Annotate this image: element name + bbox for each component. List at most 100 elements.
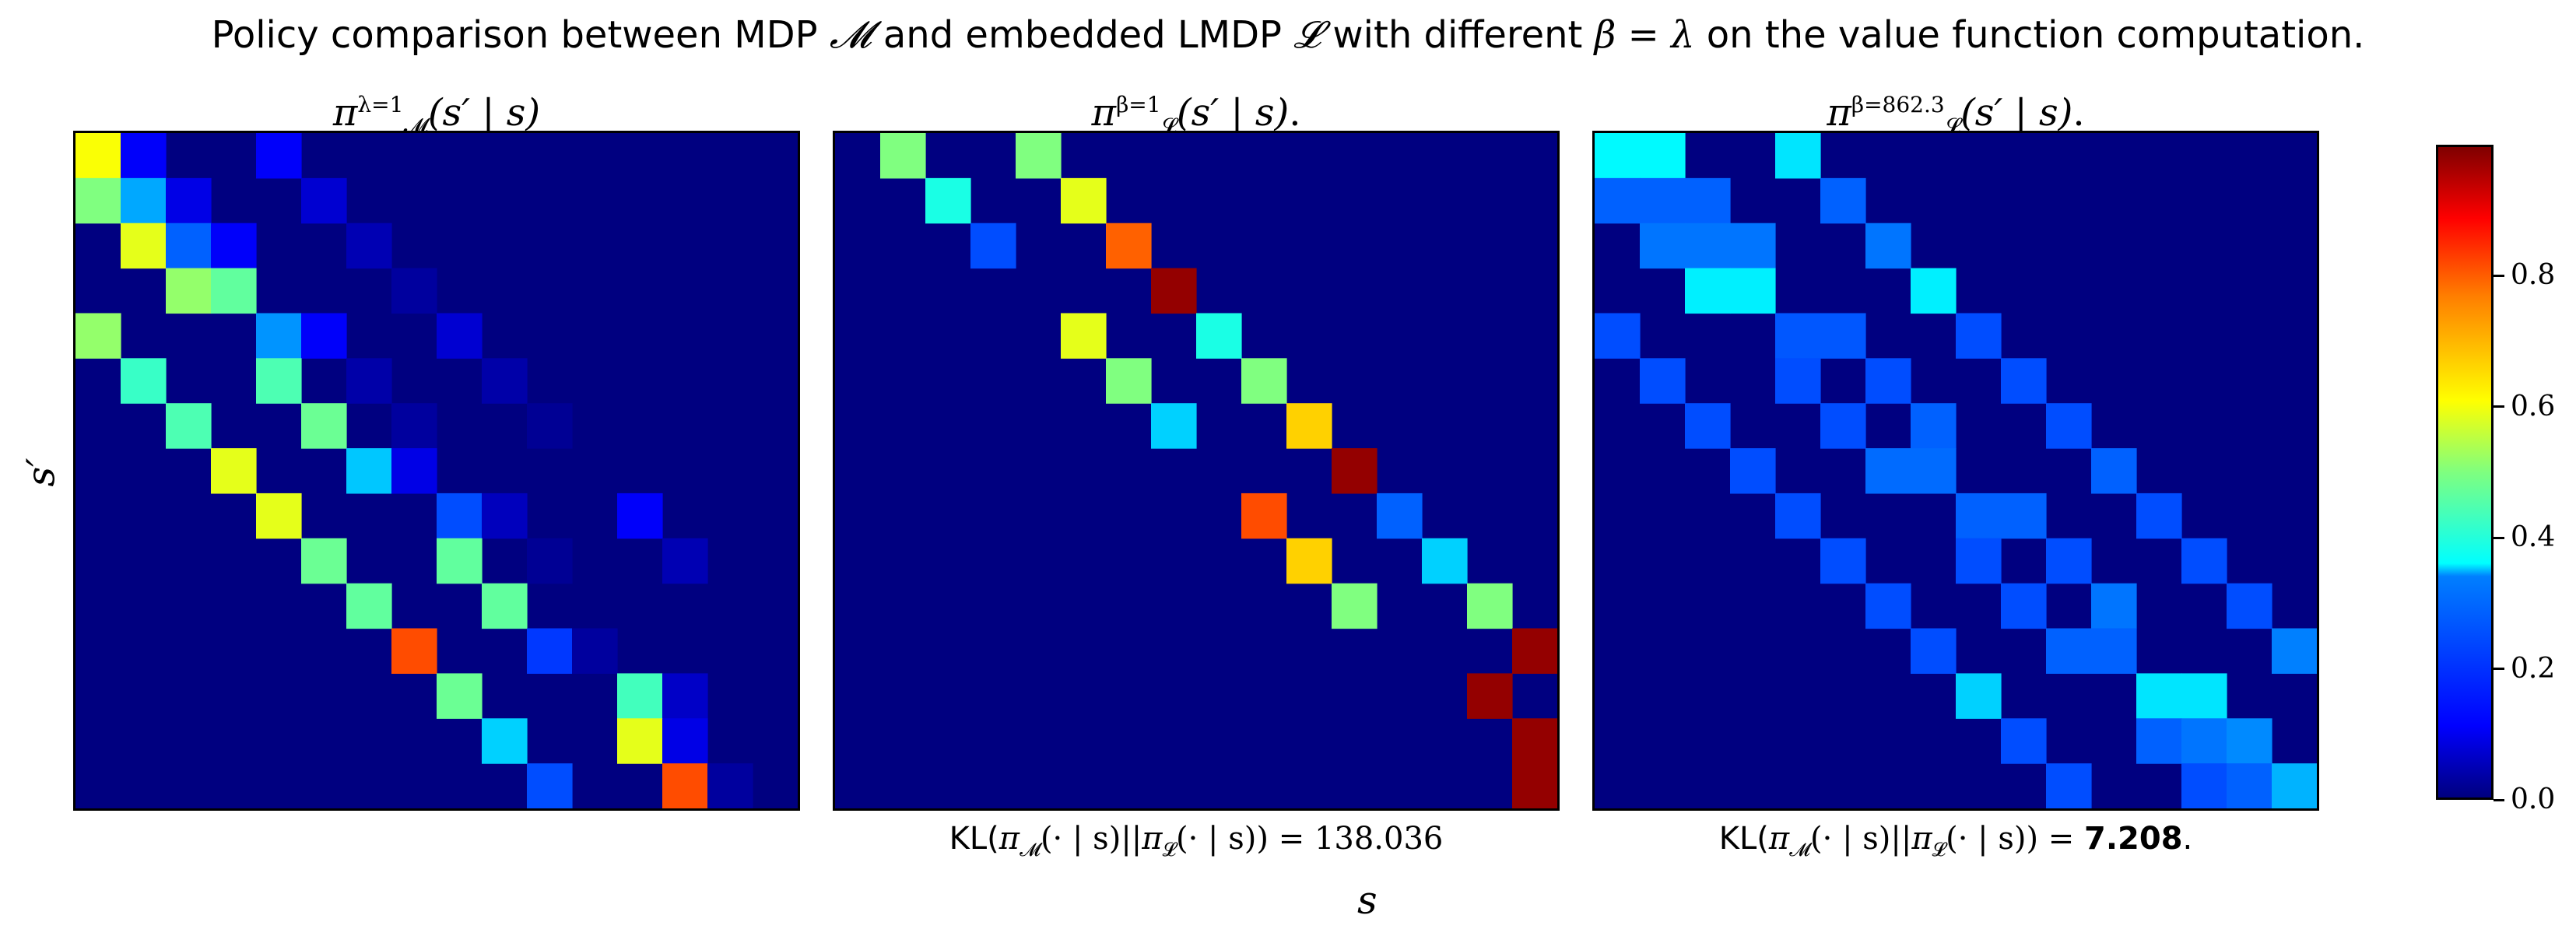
heatmap-cell	[1775, 313, 1821, 359]
heatmap-cell	[211, 223, 257, 269]
heatmap-cell	[527, 628, 573, 674]
heatmap-cell	[707, 763, 753, 808]
kl-sub: 𝓜	[1789, 839, 1811, 861]
figure-title: Policy comparison between MDP 𝓜 and embe…	[0, 11, 2576, 59]
panel-2-title: πβ=1𝓛(s′ | s).	[833, 78, 1560, 139]
heatmap-cell	[1061, 313, 1107, 359]
heatmap-cell	[2181, 718, 2227, 764]
panel-title-end: .	[1289, 91, 1301, 135]
figure-title-equation: β = λ	[1594, 13, 1695, 57]
heatmap-cell	[1595, 313, 1641, 359]
heatmap-cell	[1865, 448, 1911, 494]
heatmap-cell	[1775, 358, 1821, 404]
heatmap-cell	[1106, 358, 1152, 404]
panel-title-sup: β=862.3	[1851, 92, 1945, 117]
heatmap-cell	[1640, 177, 1686, 224]
heatmap-cell	[1286, 538, 1332, 584]
heatmap-cell	[1820, 538, 1866, 584]
colorbar	[2436, 145, 2494, 800]
colorbar-tick-label: 0.2	[2511, 652, 2556, 685]
heatmap-cell	[1332, 448, 1377, 494]
heatmap-cell	[1730, 448, 1776, 494]
heatmap-cell	[1512, 628, 1557, 674]
kl-pi: π	[998, 821, 1020, 857]
kl-arg: (· | s)) =	[1176, 821, 1314, 857]
kl-sub: 𝓛	[1932, 839, 1946, 861]
heatmap-cell	[662, 718, 708, 764]
heatmap-background	[835, 133, 1557, 808]
figure-title-text: with different	[1321, 13, 1595, 57]
heatmap-cell	[1685, 403, 1731, 449]
heatmap-cell	[617, 493, 663, 539]
heatmap-cell	[662, 673, 708, 719]
colorbar-tick	[2494, 668, 2504, 671]
heatmap-cell	[1956, 673, 2002, 719]
heatmap-cell	[1911, 403, 1957, 449]
figure-title-lmdp-symbol: 𝓛	[1293, 13, 1321, 57]
heatmap-cell	[121, 358, 167, 404]
panel-1-title: πλ=1𝓜(s′ | s)	[73, 78, 800, 139]
heatmap-cell	[1151, 403, 1197, 449]
heatmap-cell	[301, 403, 347, 449]
heatmap-cell	[211, 268, 257, 314]
kl-sub: 𝓜	[1020, 839, 1041, 861]
heatmap-cell	[2046, 628, 2092, 674]
heatmap-cell	[1685, 268, 1731, 314]
heatmap-cell	[2136, 673, 2182, 719]
heatmap-cell	[482, 358, 528, 404]
panel-title-end: .	[2072, 91, 2085, 135]
kl-arg: (· | s)||	[1810, 821, 1912, 857]
panel-title-arg: (s′ | s)	[1176, 91, 1290, 135]
heatmap-cell	[1820, 177, 1866, 224]
heatmap-cell	[2001, 583, 2047, 629]
heatmap-cell	[482, 718, 528, 764]
panel-2-kl-label: KL(π𝓜(· | s)||π𝓛(· | s)) = 138.036	[833, 815, 1560, 862]
heatmap-cell	[1061, 177, 1107, 224]
heatmap-cell	[2091, 583, 2137, 629]
heatmap-cell	[2046, 538, 2092, 584]
heatmap-cell	[1422, 538, 1468, 584]
heatmap-cell	[970, 223, 1016, 269]
heatmap-cell	[1820, 313, 1866, 359]
heatmap-cell	[391, 268, 437, 314]
kl-end: .	[2182, 821, 2193, 857]
colorbar-tick-label: 0.6	[2511, 390, 2556, 422]
heatmap-cell	[1911, 628, 1957, 674]
heatmap-cell	[1956, 313, 2002, 359]
heatmap-cell	[2181, 538, 2227, 584]
heatmap-cell	[437, 493, 483, 539]
heatmap-cell	[437, 673, 483, 719]
heatmap-cell	[482, 493, 528, 539]
heatmap-cell	[1911, 448, 1957, 494]
heatmap-cell	[527, 763, 573, 808]
kl-pi: π	[1142, 821, 1163, 857]
heatmap-cell	[256, 313, 302, 359]
heatmap-cell	[391, 628, 437, 674]
heatmap-cell	[662, 538, 708, 584]
heatmap-cell	[2181, 673, 2227, 719]
heatmap-cell	[346, 448, 392, 494]
heatmap-cell	[527, 403, 573, 449]
heatmap-cell	[1911, 268, 1957, 314]
heatmap-cell	[1512, 763, 1557, 808]
colorbar-tick	[2494, 405, 2504, 408]
heatmap-cell	[1241, 493, 1287, 539]
heatmap-cell	[1685, 177, 1731, 224]
heatmap-cell	[211, 448, 257, 494]
heatmap-cell	[2181, 763, 2227, 808]
heatmap-cell	[1241, 358, 1287, 404]
heatmap-cell	[2046, 763, 2092, 808]
heatmap-cell	[346, 358, 392, 404]
heatmap-cell	[391, 448, 437, 494]
heatmap-cell	[2001, 358, 2047, 404]
heatmap-cell	[1512, 718, 1557, 764]
panel-title-arg: (s′ | s)	[427, 91, 541, 135]
heatmap-cell	[75, 133, 121, 179]
heatmap-cell	[391, 403, 437, 449]
heatmap-cell	[166, 177, 212, 224]
figure-title-mdp-symbol: 𝓜	[829, 13, 872, 57]
heatmap-cell	[1377, 493, 1423, 539]
heatmap-cell	[1332, 583, 1377, 629]
heatmap-cell	[2227, 583, 2272, 629]
heatmap-cell	[527, 538, 573, 584]
